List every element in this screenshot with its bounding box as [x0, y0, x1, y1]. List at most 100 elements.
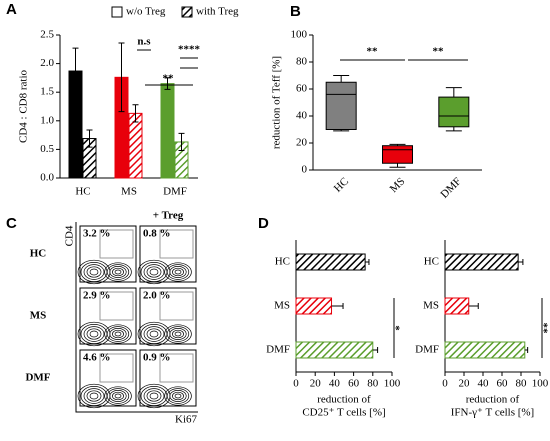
box	[382, 145, 413, 164]
percentage: 2.0 %	[143, 290, 171, 302]
error-bar	[331, 303, 344, 309]
contour	[164, 262, 192, 282]
y-tick-label: 60	[296, 83, 308, 95]
contour	[104, 262, 132, 282]
contour	[86, 266, 102, 278]
contour	[106, 326, 130, 342]
y-tick-label: 1.5	[40, 86, 54, 98]
box	[325, 81, 357, 130]
contour	[146, 390, 162, 402]
y-axis-label: reduction of Teff [%]	[271, 56, 283, 149]
error-bar	[164, 77, 171, 90]
annotation: n.s	[137, 36, 151, 48]
contour	[77, 259, 111, 285]
flow-plot: 4.6 %	[77, 349, 137, 409]
flow-plot: 2.0 %	[137, 287, 197, 347]
error-bar	[118, 42, 125, 113]
x-tick-label: 0	[293, 378, 299, 390]
plot-frame	[79, 349, 137, 407]
column-label: + Treg	[153, 210, 184, 222]
y-tick-label: DMF	[415, 344, 439, 356]
error-bar	[372, 347, 379, 353]
legend-label: with Treg	[196, 6, 239, 18]
x-tick-label: 100	[532, 378, 549, 390]
bar	[444, 253, 519, 271]
box	[438, 96, 470, 128]
x-tick-label: MS	[121, 186, 137, 198]
percentage: 4.6 %	[83, 352, 111, 364]
contour	[174, 393, 182, 399]
y-tick-label: 0	[302, 164, 308, 176]
error-bar	[178, 132, 185, 152]
contour	[172, 329, 184, 339]
contour	[149, 330, 159, 338]
contour	[89, 392, 99, 400]
x-tick-label: 60	[348, 378, 360, 390]
contour	[112, 267, 124, 277]
contour	[104, 386, 132, 406]
gate	[99, 353, 134, 383]
y-tick-label: 2.5	[40, 29, 54, 41]
percentage: 0.8 %	[143, 228, 171, 240]
contour	[174, 331, 182, 337]
x-tick-label: 60	[497, 378, 509, 390]
contour	[112, 391, 124, 401]
flow-plot: 0.8 %	[137, 225, 197, 285]
y-tick-label: 20	[296, 137, 308, 149]
contour	[149, 268, 159, 276]
percentage: 0.9 %	[143, 352, 171, 364]
x-axis-label: Ki67	[175, 414, 198, 426]
contour	[77, 383, 111, 409]
bar	[128, 112, 143, 179]
y-tick-label: MS	[423, 300, 439, 312]
contour	[143, 264, 165, 280]
flow-plot: 0.9 %	[137, 349, 197, 409]
contour	[86, 390, 102, 402]
contour	[143, 388, 165, 404]
plot-frame	[139, 287, 197, 345]
gate	[99, 229, 134, 259]
x-axis-label: IFN-γ⁺ T cells [%]	[451, 407, 534, 419]
y-axis-label: CD4	[64, 225, 76, 246]
whisker-low	[389, 163, 406, 168]
panel-label: C	[6, 215, 17, 232]
percentage: 2.9 %	[83, 290, 111, 302]
contour	[164, 324, 192, 344]
error-bar	[132, 104, 139, 123]
error-bar	[86, 129, 93, 148]
x-axis-label: CD25⁺ T cells [%]	[302, 407, 385, 419]
gate	[159, 291, 194, 321]
contour	[137, 259, 171, 285]
whisker-low	[445, 126, 462, 132]
contour	[172, 267, 184, 277]
x-tick-label: MS	[388, 175, 408, 195]
annotation: **	[542, 322, 550, 334]
bar	[295, 253, 366, 271]
contour	[112, 329, 124, 339]
x-axis-label: reduction of	[466, 394, 520, 406]
y-tick-label: 0.5	[40, 143, 54, 155]
flow-axes	[75, 222, 198, 413]
flow-plot: 3.2 %	[77, 225, 137, 285]
annotation: ****	[178, 44, 201, 56]
whisker-high	[333, 75, 350, 83]
gate	[159, 229, 194, 259]
percentage: 3.2 %	[83, 228, 111, 240]
gate	[99, 291, 134, 321]
legend-swatch	[111, 6, 123, 18]
contour	[174, 269, 182, 275]
y-tick-label: HC	[424, 256, 439, 268]
contour	[83, 326, 105, 342]
error-bar	[524, 347, 529, 353]
y-tick-label: MS	[274, 300, 290, 312]
contour	[104, 324, 132, 344]
contour	[106, 388, 130, 404]
contour	[86, 328, 102, 340]
annotation: **	[163, 73, 175, 85]
y-tick-label: 80	[296, 56, 308, 68]
legend-label: w/o Treg	[126, 6, 166, 18]
contour	[89, 330, 99, 338]
annotation: **	[367, 46, 379, 58]
contour	[164, 386, 192, 406]
